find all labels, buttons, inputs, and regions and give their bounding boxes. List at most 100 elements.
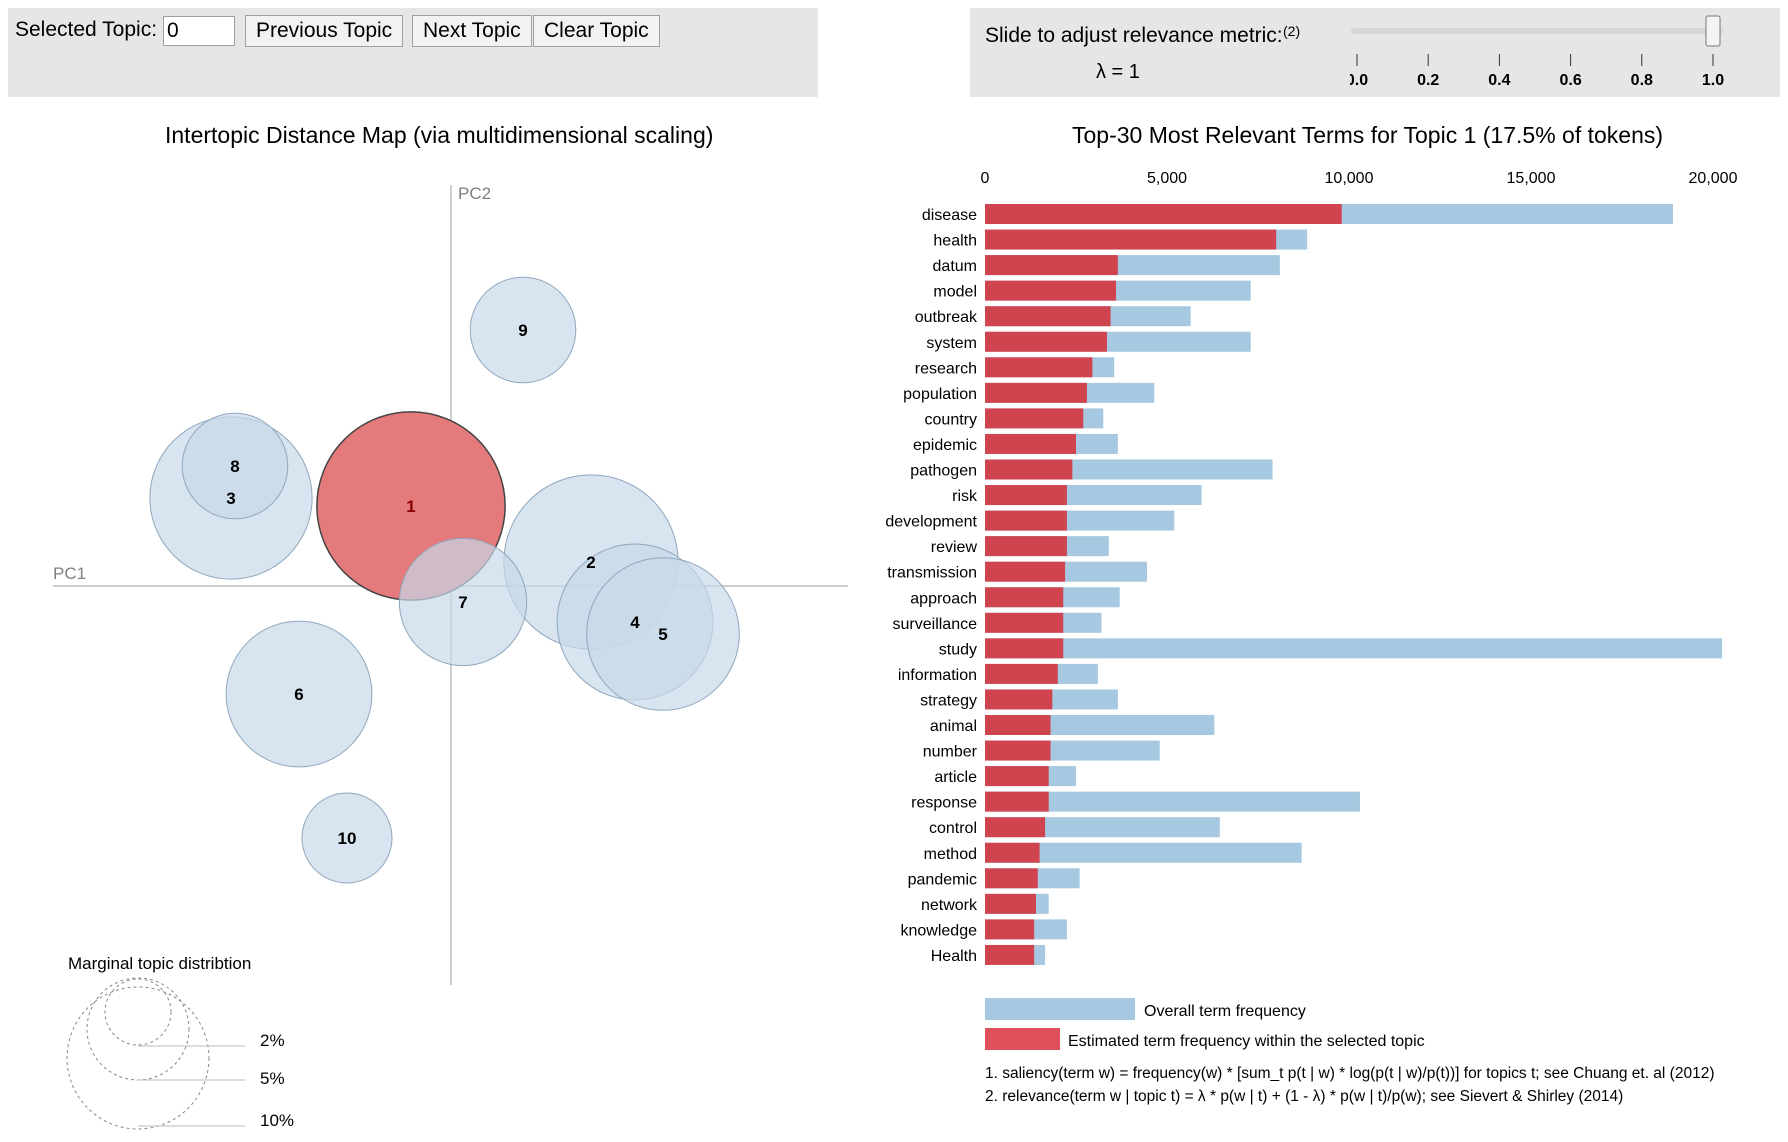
bar-legend: Overall term frequency Estimated term fr… [985,998,1714,1105]
slider-tick-label: 1.0 [1702,72,1724,89]
term-label[interactable]: information [898,667,977,684]
legend-overall-label: Overall term frequency [1144,1003,1306,1020]
topic-label-10: 10 [338,829,357,848]
term-label[interactable]: datum [933,258,977,275]
term-label[interactable]: strategy [920,692,977,709]
map-title: Intertopic Distance Map (via multidimens… [165,122,714,148]
slider-track[interactable] [1351,28,1723,34]
topic-bubble-7[interactable] [398,537,528,667]
overall-bar [985,791,1360,812]
estimated-bar [985,204,1342,224]
term-label[interactable]: approach [910,590,977,607]
estimated-bar [985,485,1067,506]
estimated-bar [985,842,1040,863]
term-label[interactable]: disease [922,207,977,224]
term-label[interactable]: control [929,820,977,837]
overall-bar [985,919,1067,940]
next-topic-button[interactable]: Next Topic [412,15,532,47]
term-label[interactable]: number [923,744,978,761]
term-label[interactable]: health [933,233,977,250]
term-label[interactable]: epidemic [913,437,977,454]
overall-bar [985,817,1220,838]
estimated-bar [985,689,1053,710]
overall-bar [985,587,1120,608]
slider-handle[interactable] [1705,15,1721,47]
overall-bar [985,331,1251,352]
slider-footnote: (2) [1283,23,1301,39]
term-bars: disease health datum model outbreak system res… [885,204,1723,965]
topic-label-1: 1 [406,497,415,516]
term-label[interactable]: research [915,360,977,377]
estimated-bar [985,919,1035,940]
term-label[interactable]: pathogen [910,463,977,480]
overall-bar [985,255,1280,276]
topic-label-9: 9 [518,321,527,340]
term-label[interactable]: Health [931,948,977,965]
slider-tick-label: 0.0 [1350,72,1368,89]
legend-label-10pct: 10% [260,1111,294,1130]
topic-label-5: 5 [658,625,667,644]
overall-bar [985,842,1302,863]
x-tick-label: 15,000 [1507,170,1556,187]
term-label[interactable]: outbreak [915,309,978,326]
estimated-bar [985,408,1084,429]
relevance-slider-panel: Slide to adjust relevance metric: (2) λ … [970,8,1780,97]
bar-x-axis: 0 5,000 10,000 15,000 20,000 [981,170,1738,187]
topic-bubble-5[interactable] [586,557,740,711]
estimated-bar [985,766,1049,787]
overall-bar [985,408,1104,429]
relevance-slider[interactable]: 0.0 0.2 0.4 0.6 0.8 1.0 [1350,8,1770,97]
estimated-bar [985,663,1058,684]
term-label[interactable]: network [921,897,978,914]
term-label[interactable]: response [911,795,977,812]
term-label[interactable]: transmission [887,565,977,582]
topic-bubble-10[interactable] [301,792,393,884]
estimated-bar [985,382,1087,403]
estimated-bar [985,638,1064,659]
x-tick-label: 5,000 [1147,170,1187,187]
legend-label-5pct: 5% [260,1069,285,1088]
estimated-bar [985,740,1051,761]
term-label[interactable]: animal [930,718,977,735]
topic-bubble-8[interactable] [181,412,289,520]
saliency-footnote: 1. saliency(term w) = frequency(w) * [su… [985,1065,1714,1082]
overall-bar [985,663,1098,684]
term-label[interactable]: surveillance [893,616,978,633]
term-label[interactable]: model [933,284,977,301]
term-label[interactable]: country [925,411,977,428]
selected-topic-label: Selected Topic: [15,18,158,41]
term-label[interactable]: method [924,846,977,863]
term-label[interactable]: system [926,335,977,352]
topic-bubble-9[interactable] [469,276,577,384]
term-label[interactable]: review [931,539,978,556]
slider-axis: 0.0 0.2 0.4 0.6 0.8 1.0 [1350,54,1724,89]
term-label[interactable]: study [939,641,977,658]
term-label[interactable]: development [885,514,977,531]
term-label[interactable]: population [903,386,977,403]
relevance-footnote: 2. relevance(term w | topic t) = λ * p(w… [985,1088,1623,1105]
selected-topic-input[interactable] [163,16,235,46]
slider-tick-label: 0.6 [1559,72,1581,89]
term-label[interactable]: pandemic [908,871,977,888]
term-label[interactable]: article [934,769,977,786]
overall-bar [985,893,1049,914]
clear-topic-button[interactable]: Clear Topic [533,15,660,47]
overall-bar [985,740,1160,761]
estimated-bar [985,868,1038,889]
topic-label-2: 2 [586,553,595,572]
previous-topic-button[interactable]: Previous Topic [245,15,404,47]
slider-label: Slide to adjust relevance metric: [985,24,1283,47]
estimated-bar [985,791,1049,812]
topic-bubble-6[interactable] [225,620,373,768]
overall-bar [985,433,1118,454]
overall-bar [985,485,1202,506]
x-tick-label: 20,000 [1689,170,1738,187]
term-label[interactable]: risk [952,488,978,505]
overall-bar [985,715,1215,735]
estimated-bar [985,893,1036,914]
overall-bar [985,944,1046,965]
topic-label-6: 6 [294,685,303,704]
overall-bar [985,459,1273,480]
term-label[interactable]: knowledge [901,922,978,939]
estimated-bar [985,433,1076,454]
